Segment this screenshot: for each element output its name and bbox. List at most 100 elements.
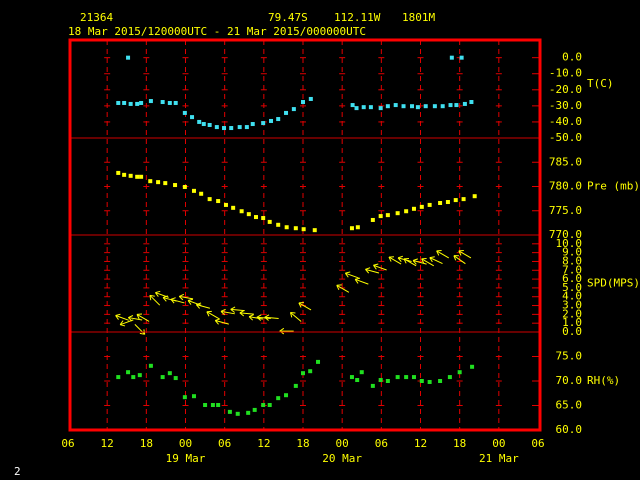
data-point xyxy=(350,103,355,108)
arrow-shaft xyxy=(298,302,312,311)
arrow-shaft xyxy=(264,316,279,319)
arrow-shaft xyxy=(230,308,245,312)
x-tick-label: 00 xyxy=(179,437,192,450)
arrow-head xyxy=(298,302,302,308)
data-point xyxy=(401,104,406,109)
data-point xyxy=(207,197,212,202)
wind-arrow xyxy=(264,314,279,321)
data-point xyxy=(361,105,366,110)
arrow-head xyxy=(412,258,418,261)
arrow-head xyxy=(170,298,175,304)
data-point xyxy=(378,106,383,111)
data-point xyxy=(445,200,450,205)
wind-arrow xyxy=(230,306,245,313)
y-tick-label: 0.0 xyxy=(562,51,582,64)
arrow-head xyxy=(412,260,417,265)
y-tick-label: 785.0 xyxy=(549,155,582,168)
wind-arrow xyxy=(214,318,229,325)
data-point xyxy=(135,174,140,179)
data-point xyxy=(349,375,354,380)
arrow-head xyxy=(256,314,262,318)
y-tick-label: -20.0 xyxy=(549,83,582,96)
arrow-head xyxy=(279,327,285,332)
wind-arrow xyxy=(115,313,129,321)
data-point xyxy=(137,373,142,378)
elevation: 1801M xyxy=(402,11,435,24)
data-point xyxy=(244,125,249,130)
y-tick-label: 770.0 xyxy=(549,228,582,241)
arrow-head xyxy=(230,308,235,313)
wind-arrow xyxy=(388,256,402,265)
arrow-shaft xyxy=(179,295,194,300)
data-point xyxy=(250,122,255,127)
data-point xyxy=(139,100,144,105)
arrow-head xyxy=(162,297,167,302)
arrow-shaft xyxy=(206,311,220,320)
x-tick-label: 06 xyxy=(218,437,231,450)
data-point xyxy=(246,212,251,217)
data-point xyxy=(173,376,178,381)
data-point xyxy=(438,379,443,383)
data-point xyxy=(454,103,459,108)
arrow-head xyxy=(139,332,145,335)
x-tick-label: 12 xyxy=(414,437,427,450)
data-point xyxy=(432,104,437,109)
arrow-head xyxy=(239,312,245,317)
data-point xyxy=(316,359,321,364)
arrow-head xyxy=(149,295,152,301)
data-point xyxy=(116,100,121,105)
x-tick-label: 12 xyxy=(101,437,114,450)
wind-arrow xyxy=(354,277,369,285)
data-point xyxy=(411,375,416,380)
arrow-head xyxy=(397,255,403,259)
arrow-shaft xyxy=(421,258,434,267)
arrow-shaft xyxy=(436,250,450,259)
arrow-head xyxy=(115,313,121,316)
data-point xyxy=(440,104,445,109)
wind-arrow xyxy=(412,258,427,265)
wind-arrow xyxy=(344,271,359,279)
arrow-head xyxy=(429,256,435,259)
y-tick-label: 1.0 xyxy=(562,316,582,329)
arrow-head xyxy=(256,316,262,321)
data-point xyxy=(447,375,452,380)
arrow-head xyxy=(149,294,155,297)
arrow-head xyxy=(365,267,371,270)
arrow-shaft xyxy=(388,256,402,265)
data-point xyxy=(227,409,232,414)
arrow-shaft xyxy=(412,260,427,265)
arrow-head xyxy=(187,300,192,305)
y-tick-label: 7.0 xyxy=(562,263,582,276)
y-tick-label: 3.0 xyxy=(562,299,582,312)
arrow-head xyxy=(336,285,340,291)
arrow-shaft xyxy=(336,284,350,293)
data-point xyxy=(355,378,360,383)
wind-arrow xyxy=(127,315,143,322)
wind-arrow xyxy=(436,250,450,259)
y-tick-label: 5.0 xyxy=(562,281,582,294)
arrow-shaft xyxy=(196,304,211,309)
data-point xyxy=(131,375,136,380)
arrow-shaft xyxy=(355,278,369,285)
data-point xyxy=(448,103,453,108)
data-point xyxy=(355,225,360,230)
arrow-shaft xyxy=(115,315,129,321)
data-point xyxy=(284,393,289,398)
data-point xyxy=(246,410,251,415)
data-point xyxy=(182,184,187,189)
y-tick-label: 4.0 xyxy=(562,290,582,303)
arrow-head xyxy=(365,269,370,274)
page-number: 2 xyxy=(14,465,21,478)
arrow-shaft xyxy=(215,320,229,325)
data-point xyxy=(199,191,204,196)
wind-arrow xyxy=(134,324,146,335)
data-point xyxy=(276,117,281,122)
data-point xyxy=(128,101,133,106)
wind-arrow xyxy=(178,293,194,301)
x-tick-label: 06 xyxy=(61,437,74,450)
x-tick-label: 18 xyxy=(453,437,466,450)
data-point xyxy=(370,217,375,222)
x-tick-label: 06 xyxy=(531,437,544,450)
arrow-head xyxy=(453,255,457,261)
wind-arrow xyxy=(373,263,387,271)
